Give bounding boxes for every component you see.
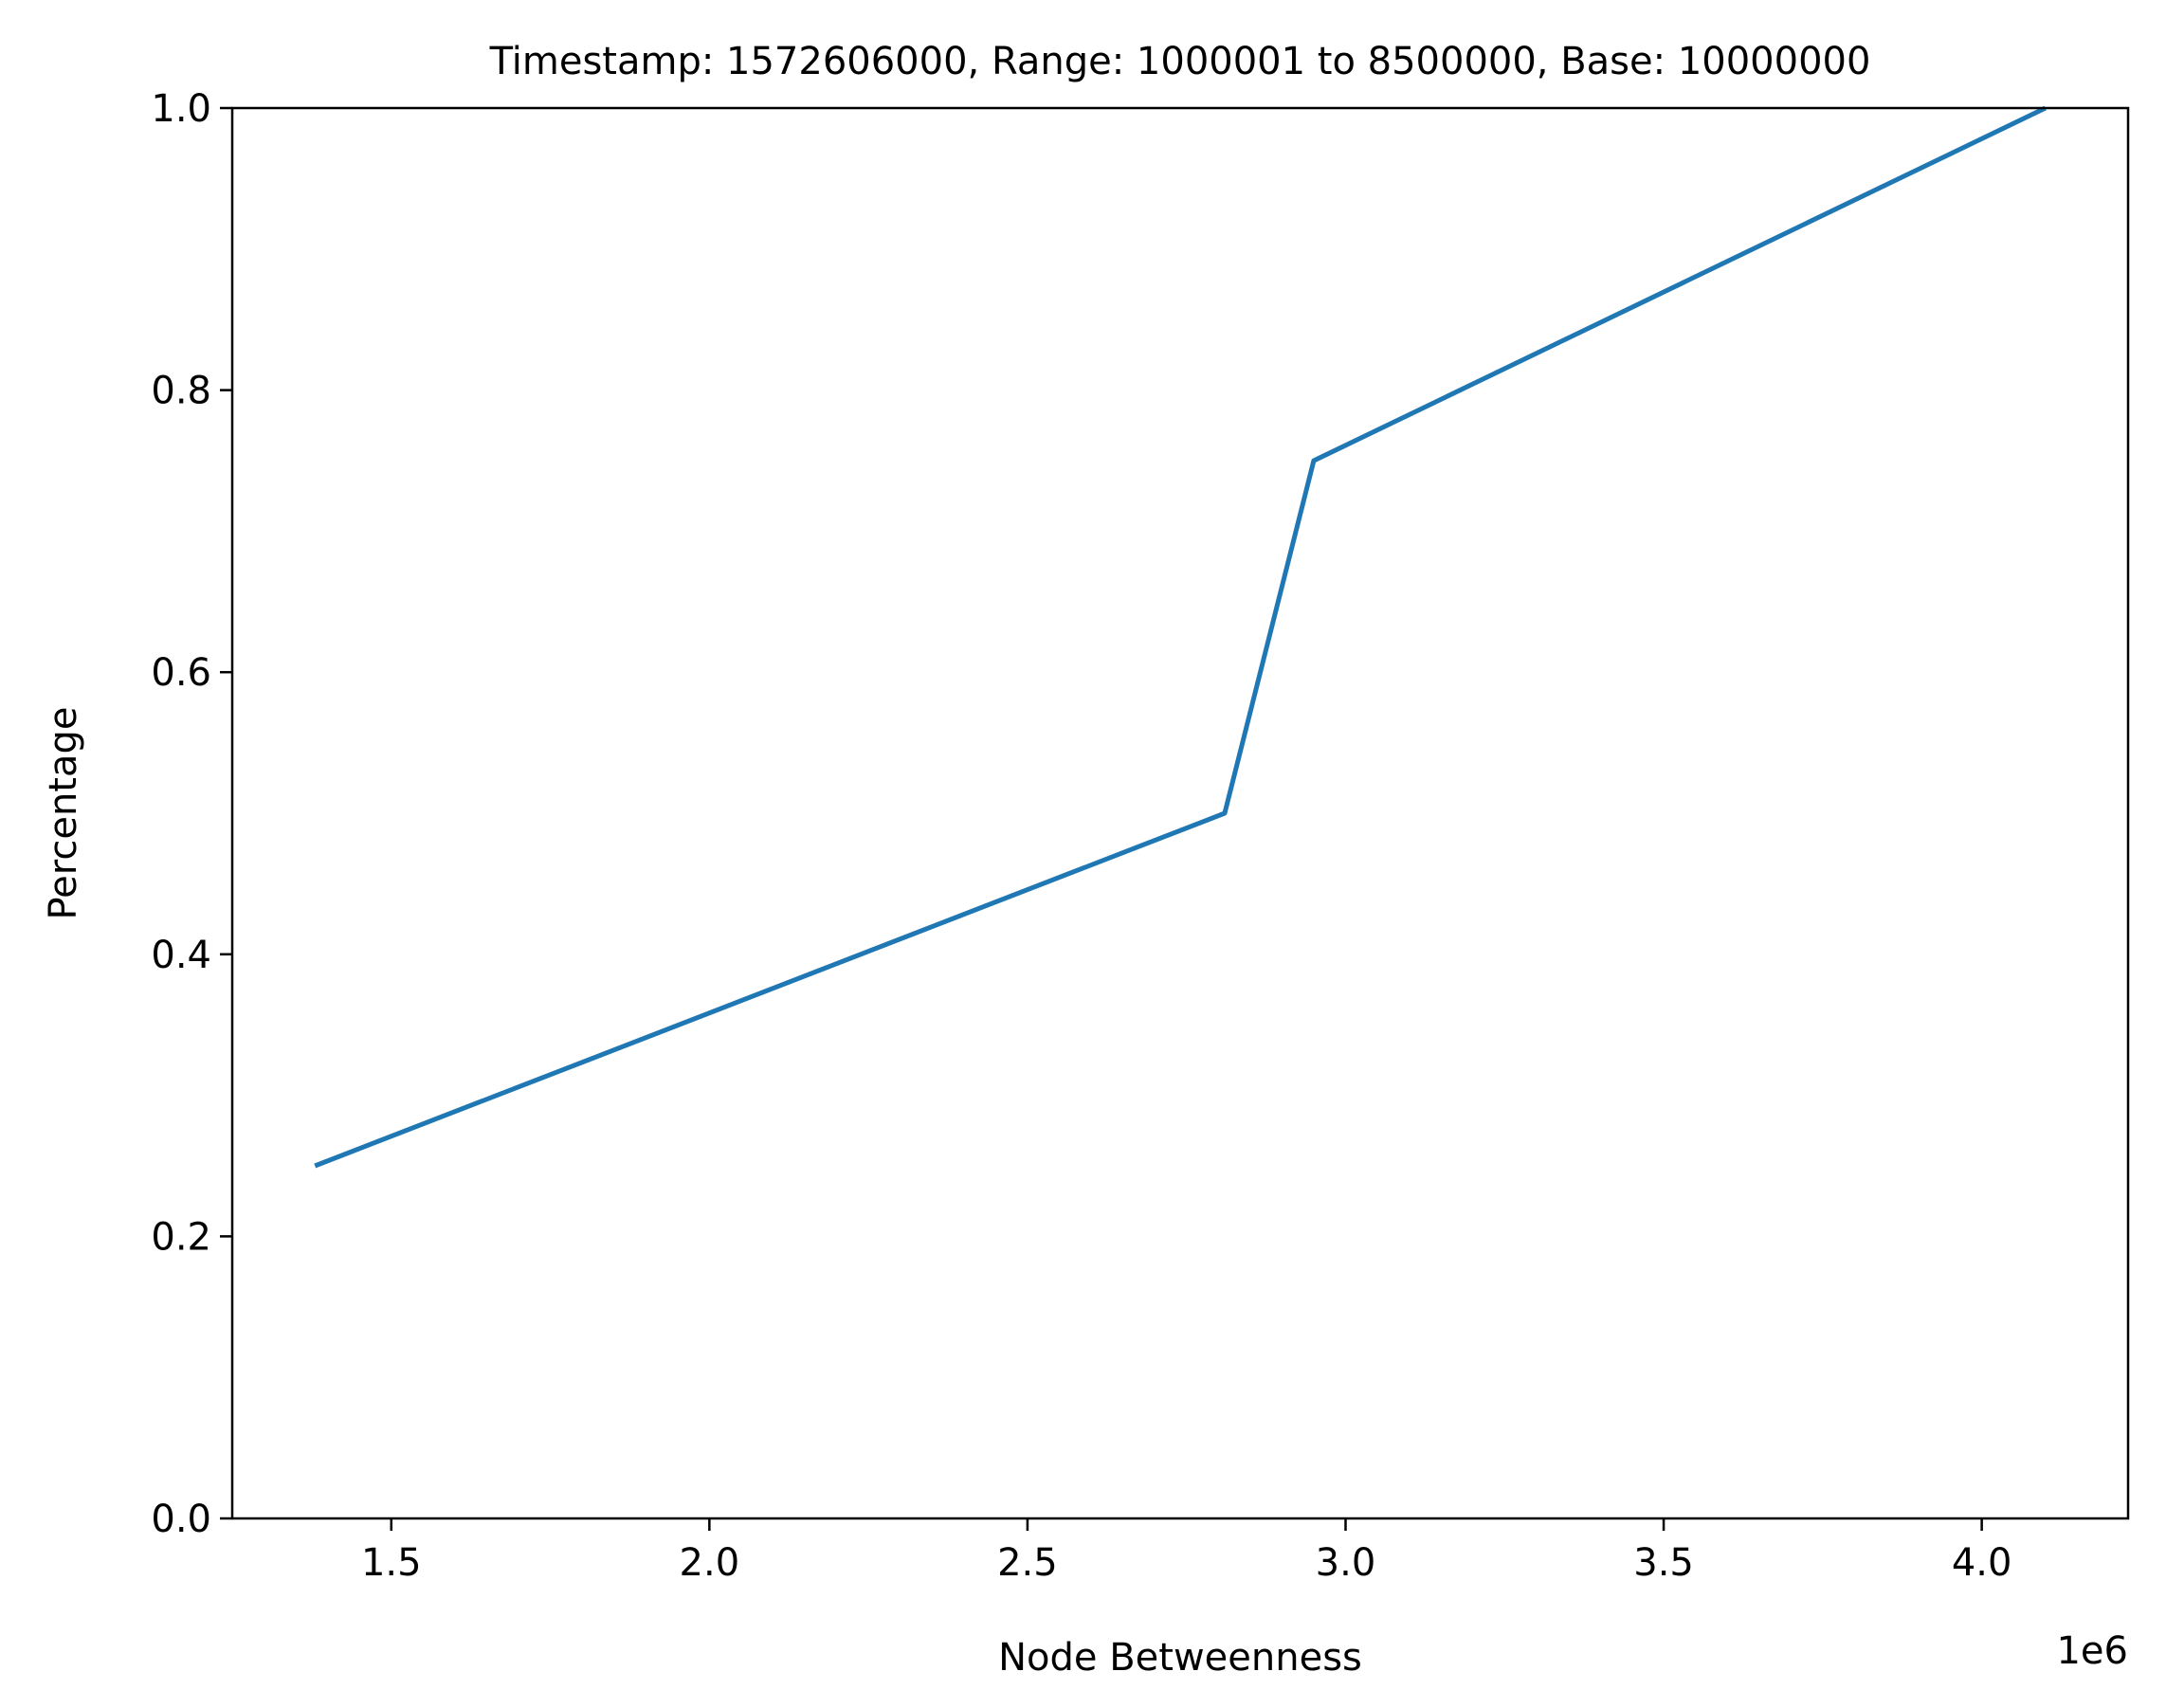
plot-frame: [230, 106, 2130, 1520]
plot-area: [232, 108, 2128, 1518]
chart-title: Timestamp: 1572606000, Range: 1000001 to…: [489, 40, 1871, 83]
x-axis-offset-label: 1e6: [2056, 1629, 2128, 1673]
x-tick-label: 3.0: [1316, 1541, 1376, 1585]
plot-background: [232, 108, 2128, 1518]
x-tick-label: 1.5: [361, 1541, 422, 1585]
y-tick-label: 0.8: [151, 370, 211, 413]
y-tick-label: 0.6: [151, 651, 211, 695]
x-tick-label: 2.5: [997, 1541, 1058, 1585]
x-tick-label: 2.0: [680, 1541, 740, 1585]
y-tick-label: 0.2: [151, 1215, 211, 1259]
y-tick-label: 0.0: [151, 1498, 211, 1541]
x-axis-label: Node Betweenness: [998, 1636, 1362, 1680]
y-axis-ticks: 0.0 0.2 0.4 0.6 0.8 1.0: [151, 87, 232, 1541]
x-axis-ticks: 1.5 2.0 2.5 3.0 3.5 4.0: [361, 1518, 2011, 1585]
x-tick-label: 4.0: [1952, 1541, 2012, 1585]
series-layer: [314, 105, 2047, 1169]
y-axis-label: Percentage: [42, 706, 85, 919]
series-line-1: [314, 105, 2047, 1169]
x-tick-label: 3.5: [1633, 1541, 1694, 1585]
y-tick-label: 1.0: [151, 87, 211, 131]
y-tick-label: 0.4: [151, 934, 211, 977]
